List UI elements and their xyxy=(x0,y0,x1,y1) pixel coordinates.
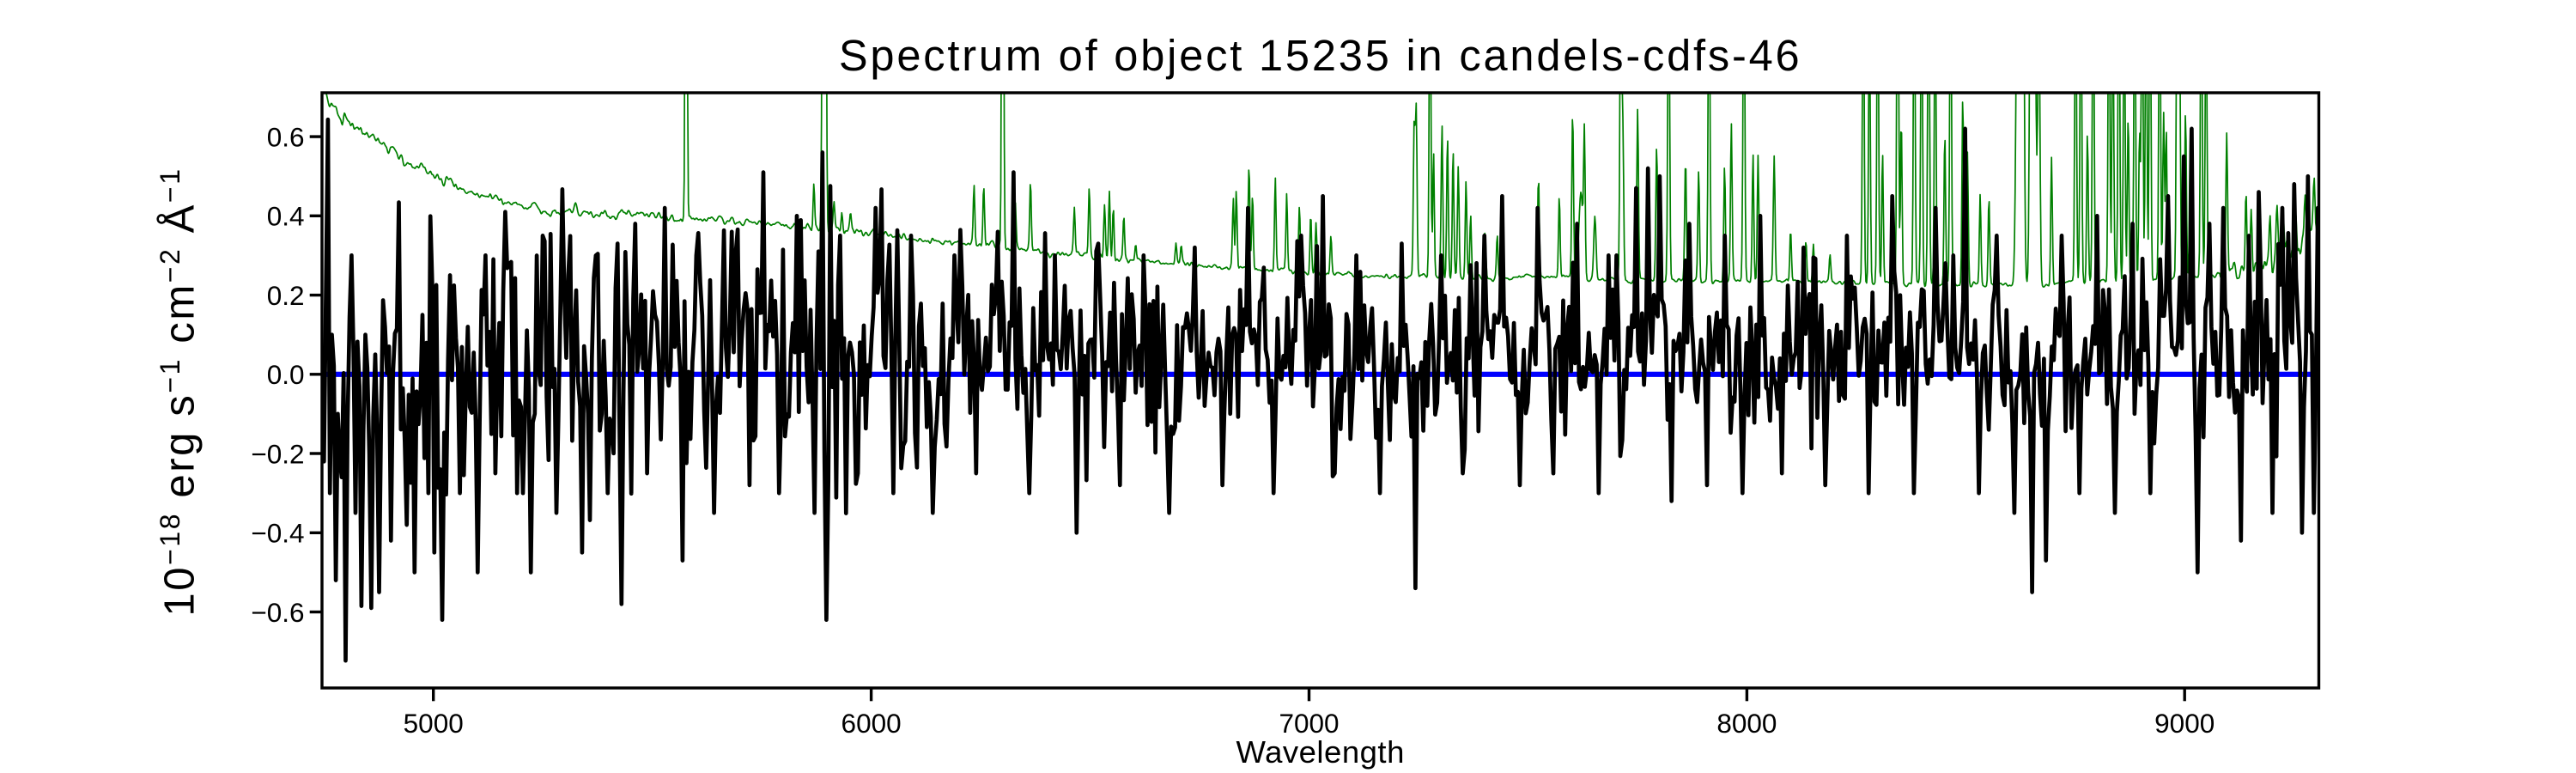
svg-text:0.0: 0.0 xyxy=(267,359,305,390)
svg-text:0.2: 0.2 xyxy=(267,280,305,311)
svg-text:5000: 5000 xyxy=(404,708,464,739)
svg-text:−0.6: −0.6 xyxy=(251,597,304,628)
svg-text:8000: 8000 xyxy=(1716,708,1777,739)
svg-text:9000: 9000 xyxy=(2154,708,2215,739)
svg-text:6000: 6000 xyxy=(841,708,902,739)
svg-text:0.4: 0.4 xyxy=(267,201,305,232)
svg-text:7000: 7000 xyxy=(1279,708,1339,739)
svg-text:Spectrum of object 15235 in ca: Spectrum of object 15235 in candels-cdfs… xyxy=(839,31,1802,80)
svg-text:−0.4: −0.4 xyxy=(251,518,304,549)
svg-text:−0.2: −0.2 xyxy=(251,438,304,469)
svg-text:0.6: 0.6 xyxy=(267,121,305,152)
svg-text:Wavelength: Wavelength xyxy=(1236,734,1404,770)
